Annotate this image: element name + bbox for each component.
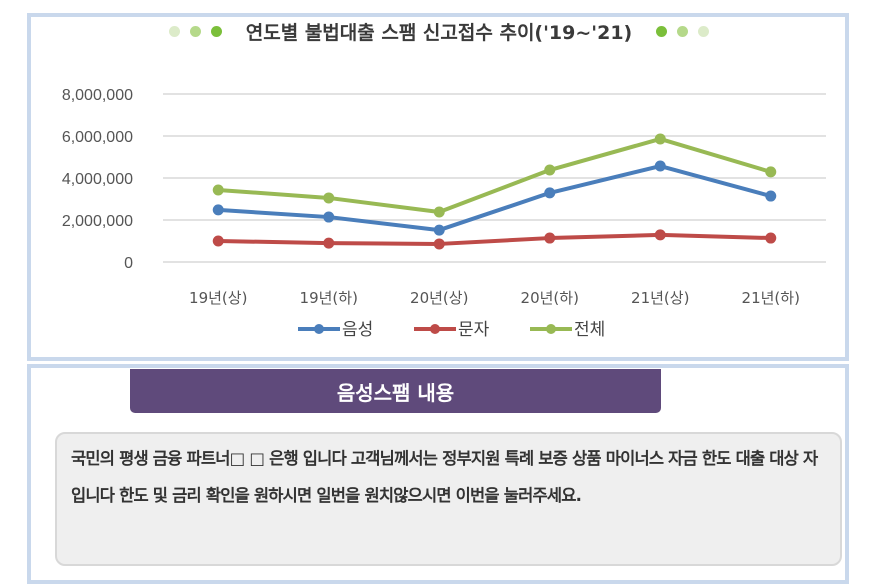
data-point: [654, 160, 666, 172]
data-point: [212, 184, 224, 196]
data-point: [544, 187, 556, 199]
chart-title-row: 연도별 불법대출 스팸 신고접수 추이('19~'21): [0, 18, 878, 45]
series-line-음성: [218, 164, 772, 233]
title-dot-icon: [698, 26, 710, 37]
data-point: [433, 224, 445, 236]
x-tick-label: 20년(하): [521, 289, 579, 307]
x-tick-label: 21년(하): [742, 289, 800, 307]
data-point: [212, 235, 224, 247]
title-dot-icon: [656, 26, 668, 37]
legend-marker: [546, 324, 556, 334]
y-tick-label: 4,000,000: [62, 171, 133, 188]
y-tick-label: 6,000,000: [62, 129, 133, 146]
legend-label: 전체: [574, 320, 605, 340]
y-tick-label: 8,000,000: [62, 87, 133, 104]
legend-marker: [430, 324, 440, 334]
series-line-문자: [218, 232, 771, 246]
chart-title: 연도별 불법대출 스팸 신고접수 추이('19~'21): [245, 22, 633, 44]
data-point: [544, 232, 556, 244]
data-point: [765, 232, 777, 244]
x-tick-label: 21년(상): [631, 289, 689, 307]
title-dot-icon: [210, 26, 222, 37]
data-point: [433, 206, 445, 218]
data-point: [323, 192, 335, 204]
data-point: [323, 237, 335, 249]
data-point: [765, 190, 777, 202]
x-tick-label: 19년(상): [189, 289, 247, 307]
data-point: [765, 166, 777, 178]
y-tick-label: 0: [124, 255, 133, 272]
x-tick-label: 20년(상): [410, 289, 468, 307]
series-line-전체: [218, 136, 772, 215]
data-point: [212, 204, 224, 216]
x-tick-label: 19년(하): [300, 289, 358, 307]
data-point: [544, 164, 556, 176]
data-point: [654, 133, 666, 145]
title-dot-icon: [189, 26, 201, 37]
legend-marker: [314, 324, 324, 334]
y-tick-label: 2,000,000: [62, 213, 133, 230]
title-dot-icon: [677, 26, 689, 37]
chart-panel: [27, 13, 849, 361]
data-point: [433, 238, 445, 250]
title-dot-icon: [168, 26, 180, 37]
data-point: [323, 211, 335, 223]
legend-label: 음성: [342, 320, 373, 340]
spam-content-text: 국민의 평생 금융 파트너□ □ 은행 입니다 고객님께서는 정부지원 특례 보…: [55, 432, 842, 566]
section-banner: 음성스팸 내용: [130, 369, 661, 413]
line-chart: 0 2,000,000 4,000,000 6,000,000 8,000,000 19년…: [62, 87, 826, 340]
data-point: [654, 229, 666, 241]
legend-label: 문자: [458, 320, 490, 340]
